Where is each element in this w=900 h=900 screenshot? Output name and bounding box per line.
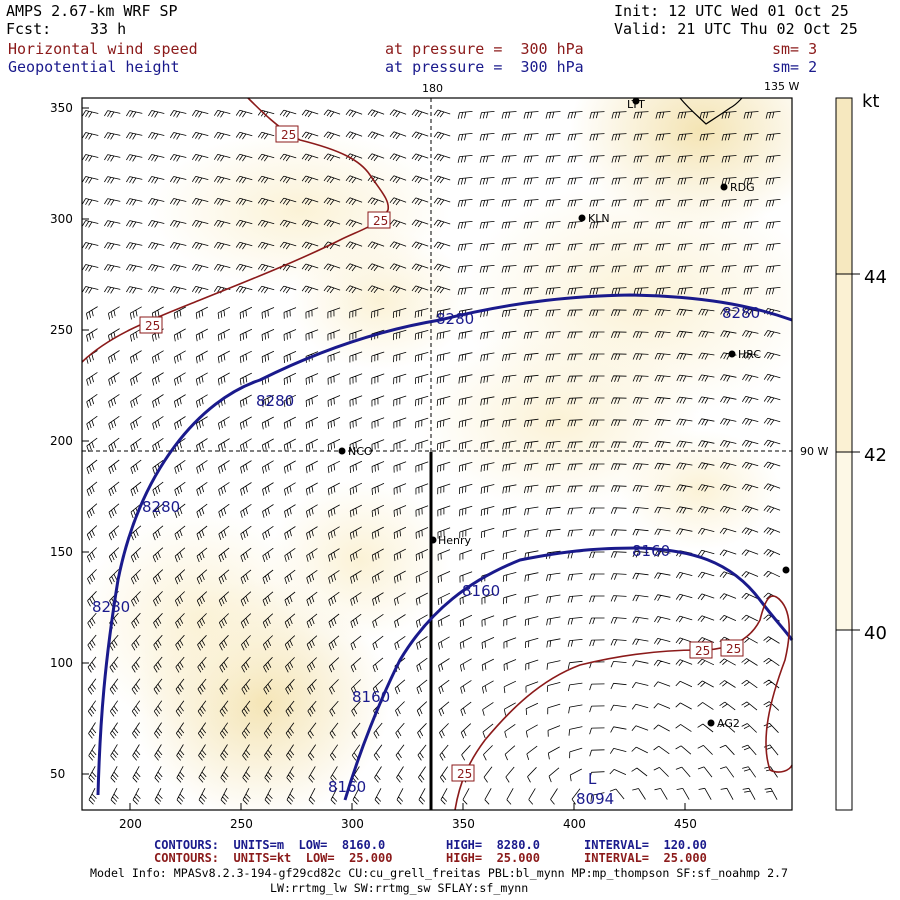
station-marker (707, 719, 715, 727)
height-contour-high: HIGH= 8280.0 (446, 838, 540, 852)
station-marker (578, 214, 586, 222)
x-tick-label: 450 (674, 817, 697, 831)
y-tick-label: 350 (50, 101, 73, 115)
meridian-labels: 180 135 W 90 W (422, 80, 828, 458)
speed-contour-high: HIGH= 25.000 (446, 851, 540, 865)
y-tick-label: 50 (50, 767, 65, 781)
plot-frame (81, 97, 793, 811)
station-label: AG2 (717, 717, 740, 730)
svg-text:25: 25 (145, 319, 160, 333)
svg-text:8160: 8160 (328, 778, 366, 796)
svg-text:8280: 8280 (256, 392, 294, 410)
y-tick-label: 150 (50, 545, 73, 559)
height-contour-labels: 8280 8280 8280 8280 8280 8160 8160 8160 … (92, 304, 760, 796)
x-tick-label: 300 (341, 817, 364, 831)
station-marker (632, 97, 640, 105)
svg-text:25: 25 (281, 128, 296, 142)
model-info-line2: LW:rrtmg_lw SW:rrtmg_sw SFLAY:sf_mynn (270, 881, 529, 895)
svg-text:8280: 8280 (436, 310, 474, 328)
height-contour-interval: INTERVAL= 120.00 (584, 838, 707, 852)
svg-text:8160: 8160 (632, 542, 670, 560)
colorbar: kt 44 42 40 (835, 91, 887, 811)
model-title: AMPS 2.67-km WRF SP (6, 2, 178, 20)
station-label: LTT (627, 98, 645, 111)
svg-text:25: 25 (695, 644, 710, 658)
y-tick-label: 300 (50, 212, 73, 226)
station-label: Henry (438, 534, 472, 547)
axes: 200 250 300 350 400 450 350 300 250 200 150 100 50 (50, 101, 697, 831)
station-marker (720, 183, 728, 191)
svg-text:25: 25 (457, 767, 472, 781)
svg-text:135 W: 135 W (764, 80, 799, 93)
x-tick-label: 250 (230, 817, 253, 831)
y-tick-label: 250 (50, 323, 73, 337)
svg-text:8160: 8160 (352, 688, 390, 706)
y-tick-label: 200 (50, 434, 73, 448)
station-label: NCO (348, 445, 373, 458)
field2-level: at pressure = 300 hPa (385, 58, 584, 76)
x-tick-label: 200 (119, 817, 142, 831)
svg-text:L: L (588, 770, 597, 788)
forecast-label: Fcst: (6, 20, 52, 38)
speed-contour-info: CONTOURS: UNITS=kt LOW= 25.000 (154, 851, 393, 865)
station-marker (782, 566, 790, 574)
x-tick-label: 350 (452, 817, 475, 831)
svg-text:8280: 8280 (722, 304, 760, 322)
init-time: Init: 12 UTC Wed 01 Oct 25 (614, 2, 849, 20)
colorbar-label: 42 (864, 445, 887, 466)
svg-text:180: 180 (422, 82, 443, 95)
coastline (679, 97, 743, 125)
svg-text:25: 25 (726, 642, 741, 656)
svg-text:8280: 8280 (92, 598, 130, 616)
station-marker (728, 350, 736, 358)
speed-contour-interval: INTERVAL= 25.000 (584, 851, 707, 865)
station-label: KLN (588, 212, 610, 225)
field1-name: Horizontal wind speed (8, 40, 198, 58)
field1-level: at pressure = 300 hPa (385, 40, 584, 58)
station-marker (338, 447, 346, 455)
x-tick-label: 400 (563, 817, 586, 831)
colorbar-unit: kt (862, 91, 879, 112)
field2-smoothing: sm= 2 (772, 58, 818, 76)
svg-text:8094: 8094 (576, 790, 614, 808)
svg-text:8280: 8280 (142, 498, 180, 516)
y-tick-label: 100 (50, 656, 73, 670)
colorbar-label: 44 (864, 267, 887, 288)
stations: LTT RDG KLN HRC NCO Henry AG2 (338, 97, 790, 730)
low-center: L 8094 (576, 770, 614, 808)
colorbar-label: 40 (864, 623, 887, 644)
height-contours (96, 293, 794, 801)
field2-name: Geopotential height (8, 58, 180, 76)
station-label: RDG (730, 181, 755, 194)
svg-text:8160: 8160 (462, 582, 500, 600)
svg-text:90 W: 90 W (800, 445, 828, 458)
speed-shading (82, 98, 792, 810)
station-marker (429, 536, 437, 544)
svg-text:25: 25 (373, 214, 388, 228)
graticule (82, 98, 792, 810)
forecast-hours: 33 h (90, 20, 127, 38)
speed-contour-labels: 25 25 25 25 25 25 (139, 125, 744, 782)
height-contour-info: CONTOURS: UNITS=m LOW= 8160.0 (154, 838, 386, 852)
model-info: Model Info: MPASv8.2.3-194-gf29cd82c CU:… (90, 866, 789, 880)
valid-time: Valid: 21 UTC Thu 02 Oct 25 (614, 20, 858, 38)
field1-smoothing: sm= 3 (772, 40, 818, 58)
station-label: HRC (738, 348, 761, 361)
